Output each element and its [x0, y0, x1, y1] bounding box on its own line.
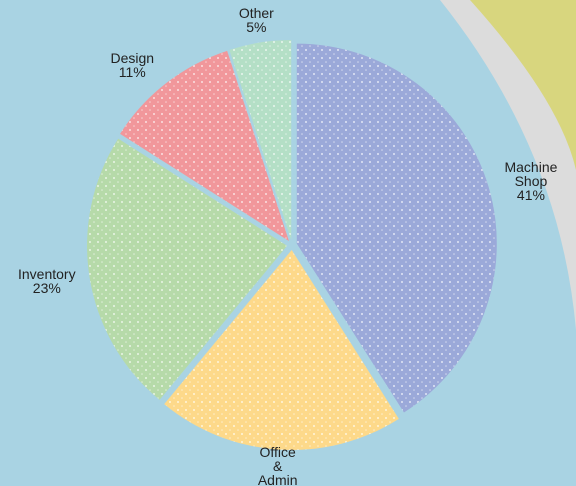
slice-label: Office & Admin20%: [233, 445, 323, 486]
value-label: 5%: [246, 18, 267, 35]
category-label: Design: [110, 49, 155, 66]
category-label: Other: [238, 4, 274, 21]
value-label: 23%: [32, 279, 61, 296]
value-label: 11%: [118, 63, 146, 80]
category-label: Inventory: [18, 265, 76, 282]
category-label: Machine Shop: [504, 159, 558, 190]
slice-texture: [87, 138, 288, 400]
slice-label: Inventory 23%: [2, 267, 92, 295]
background-band: [470, 0, 576, 170]
value-label: 41%: [516, 187, 545, 204]
slice-texture: [229, 40, 292, 241]
category-label: Office & Admin: [257, 443, 298, 486]
slice-label: Machine Shop 41%: [486, 160, 576, 202]
slice-texture: [296, 43, 497, 413]
slice-label: Other 5%: [211, 6, 301, 34]
slice-texture: [120, 50, 289, 242]
slice-texture: [164, 249, 399, 450]
slice-label: Design 11%: [87, 51, 177, 79]
